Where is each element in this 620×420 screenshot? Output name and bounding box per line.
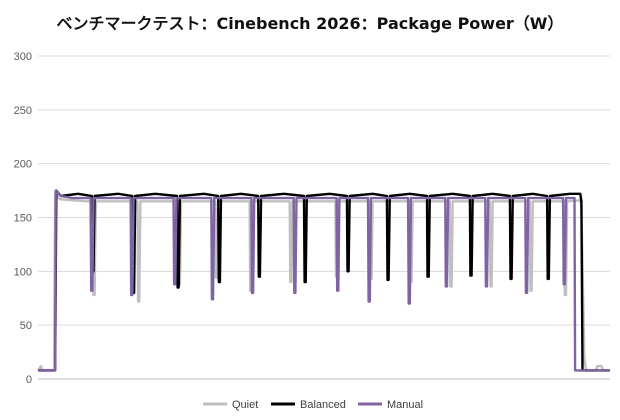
y-tick-label: 250 [14, 105, 32, 117]
legend-label-quiet: Quiet [232, 399, 258, 411]
chart-title: ベンチマークテスト：Cinebench 2026：Package Power（W… [56, 14, 564, 33]
legend-label-manual: Manual [387, 399, 423, 411]
legend-label-balanced: Balanced [300, 399, 346, 411]
series-line-manual [38, 189, 610, 372]
y-tick-label: 100 [14, 266, 32, 278]
y-axis: 0 50 100 150 200 250 300 [14, 51, 32, 386]
series-lines [37, 189, 610, 372]
y-tick-label: 50 [20, 320, 32, 332]
y-tick-label: 200 [14, 159, 32, 171]
y-tick-label: 150 [14, 213, 32, 225]
gridlines [38, 55, 610, 380]
y-tick-label: 300 [14, 51, 32, 63]
series-line-quiet [37, 192, 610, 372]
y-tick-label: 0 [26, 374, 32, 386]
legend: Quiet Balanced Manual [203, 399, 423, 411]
